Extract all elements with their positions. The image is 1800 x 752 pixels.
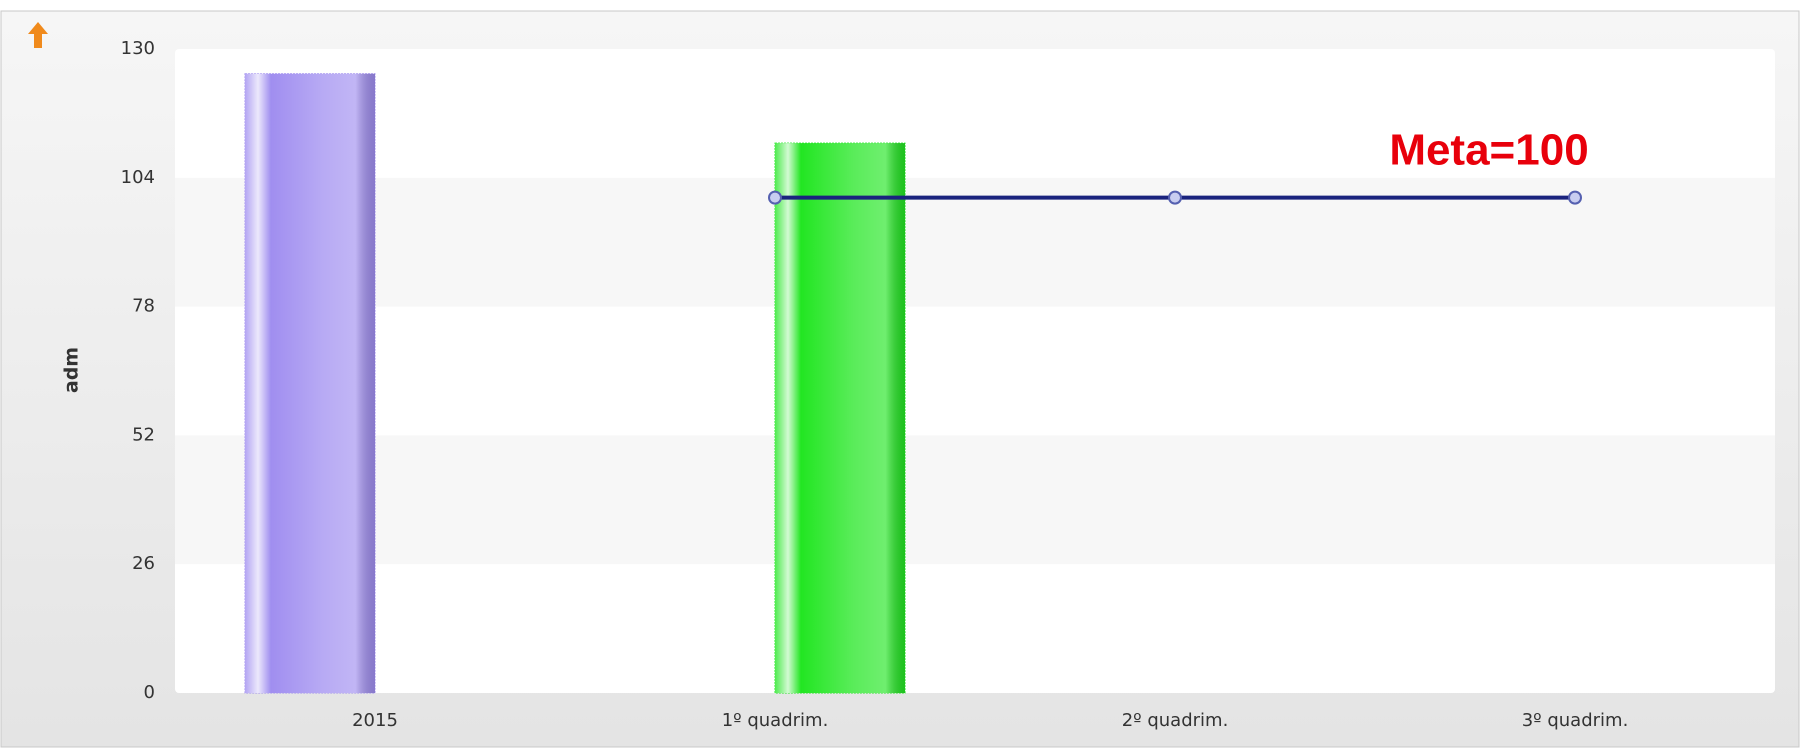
x-tick-label: 1º quadrim. bbox=[722, 710, 829, 731]
y-tick-label: 52 bbox=[132, 424, 155, 445]
line-point bbox=[1568, 190, 1582, 205]
y-tick-label: 0 bbox=[144, 682, 155, 703]
bar-shine bbox=[245, 73, 375, 694]
y-tick-label: 104 bbox=[121, 167, 155, 188]
y-tick-label: 130 bbox=[121, 38, 155, 59]
line-point bbox=[1168, 190, 1182, 205]
line-point bbox=[768, 190, 782, 205]
y-axis-label: adm bbox=[61, 347, 83, 393]
x-tick-label: 3º quadrim. bbox=[1522, 710, 1629, 731]
y-tick-label: 26 bbox=[132, 553, 155, 574]
y-tick-label: 78 bbox=[132, 296, 155, 317]
up-arrow-icon[interactable] bbox=[28, 22, 48, 48]
x-tick-label: 2º quadrim. bbox=[1122, 710, 1229, 731]
annotation: Meta=100 bbox=[1389, 126, 1588, 175]
x-tick-label: 2015 bbox=[352, 710, 398, 731]
bar-shine bbox=[775, 143, 905, 694]
grid-band bbox=[175, 435, 1775, 565]
